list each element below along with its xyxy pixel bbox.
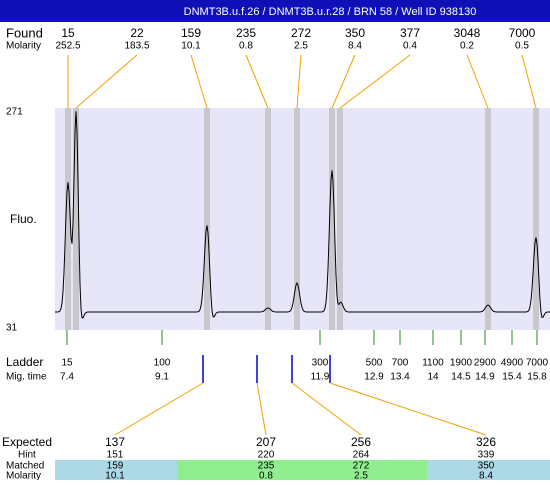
ladder-size: 7000: [526, 358, 549, 369]
mig-time: 14: [427, 372, 439, 383]
found-molarity: 0.5: [515, 41, 529, 52]
ladder-size: 700: [392, 358, 409, 369]
peak-band: [485, 108, 491, 330]
expected-size: 137: [105, 435, 125, 449]
found-molarity: 0.4: [403, 41, 417, 52]
found-size: 15: [61, 26, 75, 40]
expected-label: Expected: [2, 435, 52, 449]
found-size: 7000: [509, 26, 536, 40]
peak-band: [533, 108, 539, 330]
molarity-label: Molarity: [6, 41, 41, 52]
found-size: 159: [181, 26, 201, 40]
band: [55, 460, 177, 480]
ladder-size: 1100: [422, 358, 444, 369]
ladder-size: 300: [312, 358, 329, 369]
matched-molarity: 10.1: [105, 471, 125, 480]
matched-label: Matched: [6, 461, 44, 472]
connector: [75, 54, 138, 109]
found-molarity: 10.1: [181, 41, 201, 52]
molarity-label: Molarity: [6, 471, 41, 480]
found-molarity: 2.5: [294, 41, 308, 52]
matched: 350: [478, 461, 495, 472]
peak-band: [65, 108, 71, 330]
peak-band: [329, 108, 335, 330]
hint-label: Hint: [18, 450, 36, 461]
hint: 151: [107, 450, 124, 461]
y-max: 271: [6, 107, 23, 118]
connector: [245, 54, 269, 109]
ladder-label: Ladder: [6, 355, 43, 369]
found-molarity: 252.5: [55, 41, 80, 52]
found-size: 350: [345, 26, 365, 40]
time-label: Mig. time: [6, 372, 47, 383]
mig-time: 12.9: [364, 372, 384, 383]
connector: [291, 382, 362, 436]
matched: 159: [107, 461, 124, 472]
connector: [521, 54, 537, 109]
mig-time: 14.5: [451, 372, 471, 383]
mig-time: 15.8: [527, 372, 547, 383]
found-size: 235: [236, 26, 256, 40]
expected-size: 207: [256, 435, 276, 449]
connector: [256, 382, 267, 436]
mig-time: 11.9: [311, 372, 330, 383]
ladder-size: 2900: [474, 358, 497, 369]
mig-time: 7.4: [60, 372, 74, 383]
peak-band: [265, 108, 271, 330]
found-size: 22: [130, 26, 144, 40]
hint: 220: [258, 450, 275, 461]
hint: 339: [478, 450, 495, 461]
connector: [331, 54, 356, 109]
ladder-size: 4900: [501, 358, 524, 369]
title: DNMT3B.u.f.26 / DNMT3B.u.r.28 / BRN 58 /…: [184, 6, 477, 18]
ladder-size: 100: [154, 358, 171, 369]
connector: [190, 54, 208, 109]
peak-band: [337, 108, 343, 330]
matched-molarity: 8.4: [479, 471, 493, 480]
expected-size: 326: [476, 435, 496, 449]
ladder-size: 1900: [450, 358, 473, 369]
band: [177, 460, 427, 480]
y-min: 31: [6, 323, 18, 334]
mig-time: 13.4: [390, 372, 410, 383]
found-molarity: 8.4: [348, 41, 362, 52]
plot-area: [55, 108, 550, 330]
ladder-size: 15: [61, 358, 73, 369]
expected-size: 256: [351, 435, 371, 449]
found-size: 272: [291, 26, 311, 40]
found-molarity: 183.5: [124, 41, 149, 52]
title-bar: [0, 0, 550, 22]
mig-time: 9.1: [155, 372, 169, 383]
matched: 235: [258, 461, 275, 472]
peak-band: [294, 108, 300, 330]
connector: [296, 54, 302, 109]
matched-molarity: 0.8: [259, 471, 273, 480]
matched-molarity: 2.5: [354, 471, 368, 480]
band: [427, 460, 550, 480]
connector: [329, 382, 487, 436]
found-size: 3048: [454, 26, 481, 40]
hint: 264: [353, 450, 370, 461]
found-molarity: 0.2: [460, 41, 474, 52]
connector: [339, 54, 411, 109]
found-molarity: 0.8: [239, 41, 253, 52]
peak-band: [73, 108, 79, 330]
mig-time: 14.9: [475, 372, 495, 383]
peak-band: [204, 108, 210, 330]
mig-time: 15.4: [502, 372, 522, 383]
connector: [114, 382, 204, 436]
matched: 272: [353, 461, 370, 472]
found-label: Found: [6, 25, 43, 40]
y-label: Fluo.: [10, 212, 37, 226]
trace: [55, 111, 550, 319]
ladder-size: 500: [366, 358, 383, 369]
connector: [466, 54, 489, 109]
found-size: 377: [400, 26, 420, 40]
